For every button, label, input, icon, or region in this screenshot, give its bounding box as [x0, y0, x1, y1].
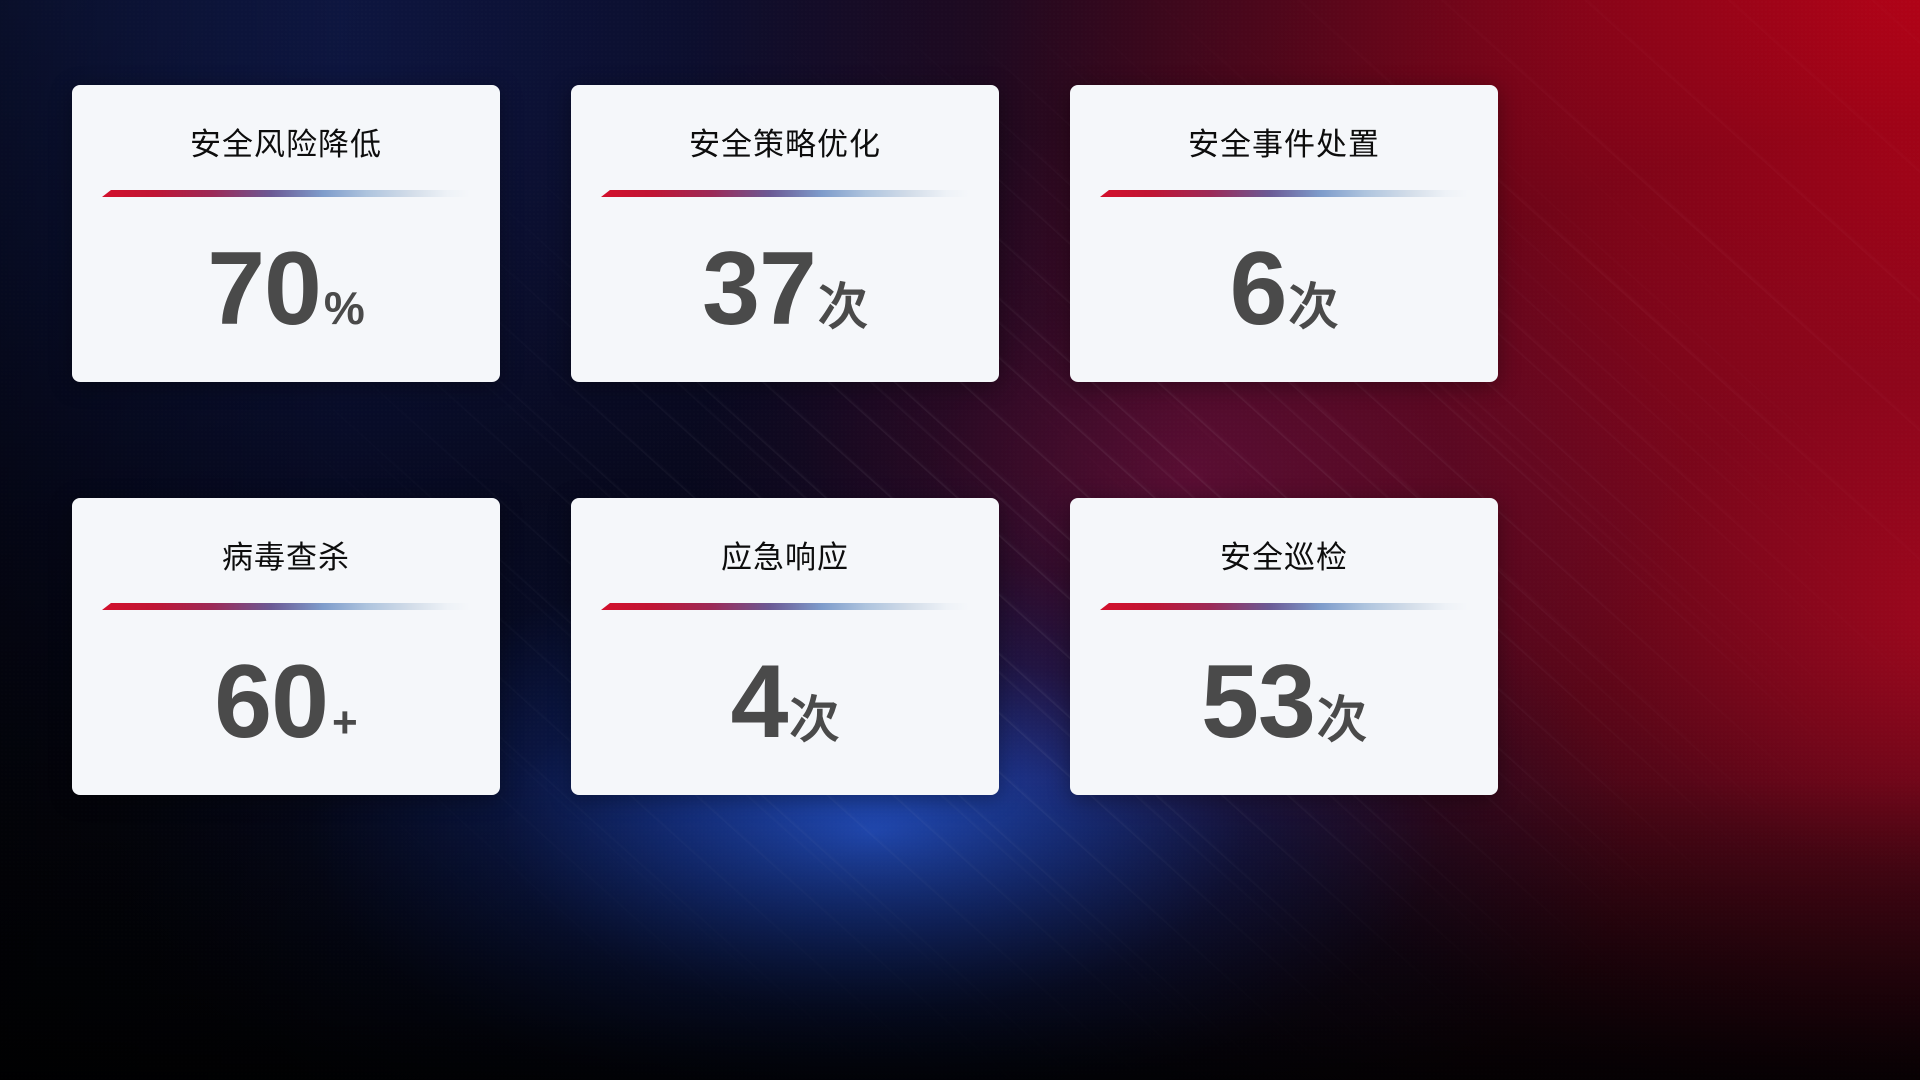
- metric-card-grid: 安全风险降低 70 % 安全策略优化 37 次 安全事件处置 6 次 病毒查: [72, 85, 1498, 795]
- metric-number: 6: [1229, 231, 1288, 347]
- metric-title: 安全策略优化: [689, 127, 881, 162]
- gradient-divider-icon: [1100, 603, 1468, 610]
- metric-card[interactable]: 安全风险降低 70 %: [72, 85, 500, 382]
- metric-card[interactable]: 应急响应 4 次: [571, 498, 999, 795]
- metric-value: 6 次: [1070, 237, 1498, 357]
- metric-title: 应急响应: [721, 540, 849, 575]
- gradient-divider-icon: [102, 603, 470, 610]
- metric-number: 37: [702, 231, 817, 347]
- metric-value: 37 次: [571, 237, 999, 357]
- metric-value: 53 次: [1070, 650, 1498, 770]
- metric-card[interactable]: 安全事件处置 6 次: [1070, 85, 1498, 382]
- metric-value: 4 次: [571, 650, 999, 770]
- metric-value: 60 +: [72, 650, 500, 770]
- gradient-divider-icon: [601, 190, 969, 197]
- metric-number: 60: [214, 644, 329, 760]
- metric-value: 70 %: [72, 237, 500, 357]
- metric-unit: +: [331, 698, 358, 747]
- metric-number: 53: [1201, 644, 1316, 760]
- metric-unit: %: [323, 282, 365, 334]
- metric-unit: 次: [1316, 692, 1367, 748]
- metric-unit: 次: [817, 279, 868, 335]
- metric-title: 安全风险降低: [190, 127, 382, 162]
- metric-title: 安全巡检: [1220, 540, 1348, 575]
- metric-number: 4: [730, 644, 789, 760]
- gradient-divider-icon: [1100, 190, 1468, 197]
- metric-unit: 次: [1288, 279, 1339, 335]
- metric-unit: 次: [789, 692, 840, 748]
- gradient-divider-icon: [102, 190, 470, 197]
- metric-card[interactable]: 安全巡检 53 次: [1070, 498, 1498, 795]
- gradient-divider-icon: [601, 603, 969, 610]
- metric-card[interactable]: 病毒查杀 60 +: [72, 498, 500, 795]
- metric-number: 70: [207, 231, 322, 347]
- metric-title: 安全事件处置: [1188, 127, 1380, 162]
- metric-title: 病毒查杀: [222, 540, 350, 575]
- metric-card[interactable]: 安全策略优化 37 次: [571, 85, 999, 382]
